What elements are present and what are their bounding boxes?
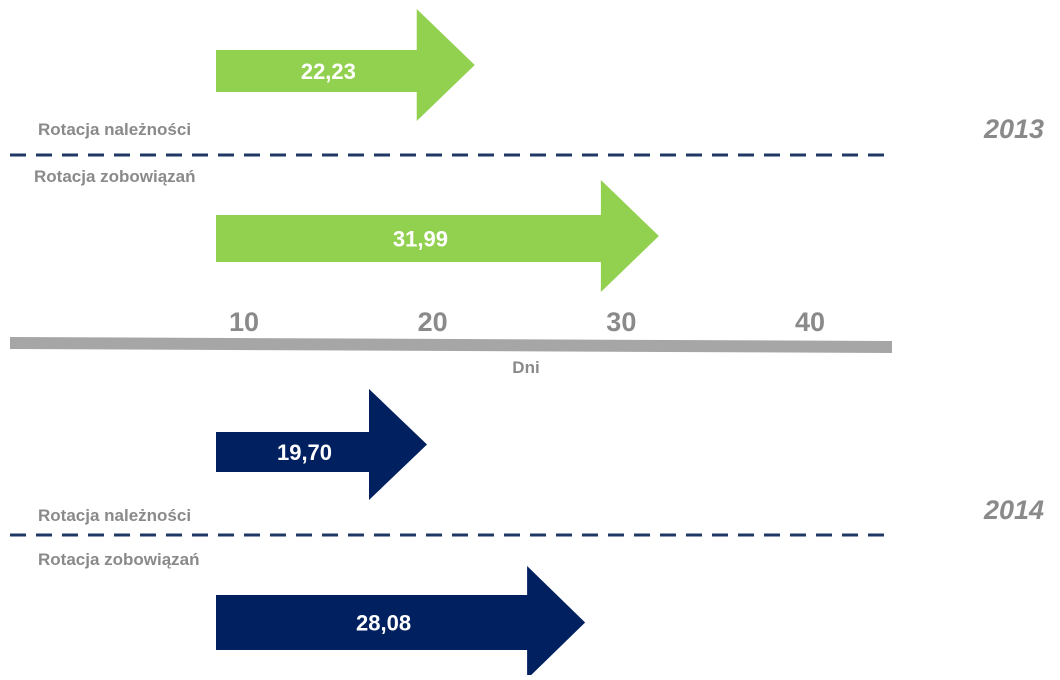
- x-tick-label-40: 40: [795, 307, 825, 337]
- arrow-payables-2014-value-label: 28,08: [356, 611, 411, 636]
- category-label-payables-2013: Rotacja zobowiązań: [34, 167, 196, 186]
- arrow-payables-2014: [216, 566, 586, 679]
- x-axis-line: [10, 337, 892, 353]
- category-label-receivables-2013: Rotacja należności: [38, 120, 192, 139]
- arrow-receivables-2013: [216, 9, 475, 121]
- x-tick-label-20: 20: [418, 307, 448, 337]
- x-tick-label-10: 10: [229, 307, 259, 337]
- arrow-receivables-2014-value-label: 19,70: [277, 440, 332, 465]
- arrow-payables-2013: [216, 180, 659, 292]
- x-axis-title: Dni: [512, 358, 539, 377]
- arrow-receivables-2014: [216, 389, 428, 500]
- x-tick-label-30: 30: [606, 307, 636, 337]
- arrow-receivables-2013-value-label: 22,23: [301, 59, 356, 84]
- year-label-2013: 2013: [984, 114, 1045, 144]
- year-label-2014: 2014: [984, 495, 1045, 525]
- category-label-payables-2014: Rotacja zobowiązań: [38, 550, 200, 569]
- category-label-receivables-2014: Rotacja należności: [38, 506, 192, 525]
- arrow-payables-2013-value-label: 31,99: [393, 227, 448, 252]
